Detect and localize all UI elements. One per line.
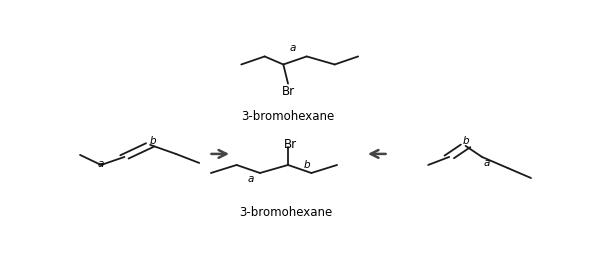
Text: a: a: [247, 174, 254, 184]
Text: 3-bromohexane: 3-bromohexane: [239, 206, 332, 219]
Text: a: a: [484, 158, 490, 168]
Text: b: b: [463, 136, 469, 146]
Text: b: b: [149, 136, 156, 146]
Text: a: a: [289, 43, 296, 54]
Text: 3-bromohexane: 3-bromohexane: [241, 110, 335, 123]
Text: Br: Br: [284, 138, 297, 151]
Text: Br: Br: [282, 85, 295, 98]
Text: a: a: [98, 159, 104, 169]
Text: b: b: [303, 160, 310, 170]
